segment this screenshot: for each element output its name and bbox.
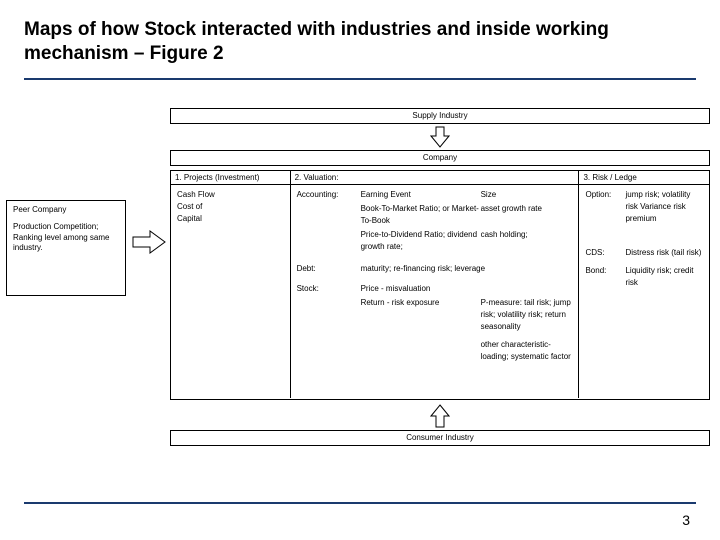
diagram-canvas: Supply Industry Company Peer Company Pro… (0, 80, 720, 460)
acc-btm-k: Book-To-Market Ratio; or Market-To-Book (361, 203, 481, 227)
consumer-industry-label: Consumer Industry (171, 431, 709, 444)
option-key: Option: (585, 189, 625, 225)
supply-industry-box: Supply Industry (170, 108, 710, 124)
debt-key: Debt: (297, 263, 361, 275)
col1-cashflow: Cash Flow (177, 189, 284, 201)
acc-pd-k: Price-to-Dividend Ratio; dividend growth… (361, 229, 481, 253)
slide-title: Maps of how Stock interacted with indust… (24, 18, 696, 66)
option-val: jump risk; volatility risk Variance risk… (625, 189, 703, 225)
cds-val: Distress risk (tail risk) (625, 247, 703, 259)
detail-header-projects: 1. Projects (Investment) (171, 171, 291, 184)
page-number: 3 (682, 512, 690, 528)
debt-val: maturity; re-financing risk; leverage (361, 263, 573, 275)
detail-col-risk: Option: jump risk; volatility risk Varia… (579, 185, 709, 398)
acc-earning-v: Size (481, 189, 573, 201)
stock-key: Stock: (297, 283, 361, 363)
company-label: Company (171, 151, 709, 164)
detail-col-valuation: Accounting: Earning Event Size Book-To-M… (291, 185, 580, 398)
detail-header-risk: 3. Risk / Ledge (579, 171, 709, 184)
col1-costof: Cost of (177, 201, 284, 213)
peer-company-body: Production Competition; Ranking level am… (13, 222, 119, 254)
slide-title-block: Maps of how Stock interacted with indust… (0, 0, 720, 72)
acc-pd-v: cash holding; (481, 229, 573, 253)
footer-rule (24, 502, 696, 504)
acc-btm-v: asset growth rate (481, 203, 573, 227)
arrow-down-icon (430, 126, 450, 148)
stock-return-v: P-measure: tail risk; jump risk; volatil… (481, 297, 573, 333)
arrow-right-icon (132, 230, 166, 254)
stock-other: other characteristic-loading; systematic… (481, 339, 573, 363)
arrow-up-icon (430, 404, 450, 428)
consumer-industry-box: Consumer Industry (170, 430, 710, 446)
peer-company-box: Peer Company Production Competition; Ran… (6, 200, 126, 296)
cds-key: CDS: (585, 247, 625, 259)
peer-company-header: Peer Company (13, 205, 119, 216)
detail-header-row: 1. Projects (Investment) 2. Valuation: 3… (171, 171, 709, 185)
bond-key: Bond: (585, 265, 625, 289)
detail-col-projects: Cash Flow Cost of Capital (171, 185, 291, 398)
supply-industry-label: Supply Industry (171, 109, 709, 122)
detail-header-valuation: 2. Valuation: (291, 171, 580, 184)
bond-val: Liquidity risk; credit risk (625, 265, 703, 289)
company-box: Company (170, 150, 710, 166)
acc-earning-k: Earning Event (361, 189, 481, 201)
stock-price: Price - misvaluation (361, 283, 573, 295)
col1-capital: Capital (177, 213, 284, 225)
stock-return-k: Return - risk exposure (361, 297, 481, 333)
detail-body: Cash Flow Cost of Capital Accounting: Ea… (171, 185, 709, 398)
accounting-key: Accounting: (297, 189, 361, 255)
company-detail-box: 1. Projects (Investment) 2. Valuation: 3… (170, 170, 710, 400)
